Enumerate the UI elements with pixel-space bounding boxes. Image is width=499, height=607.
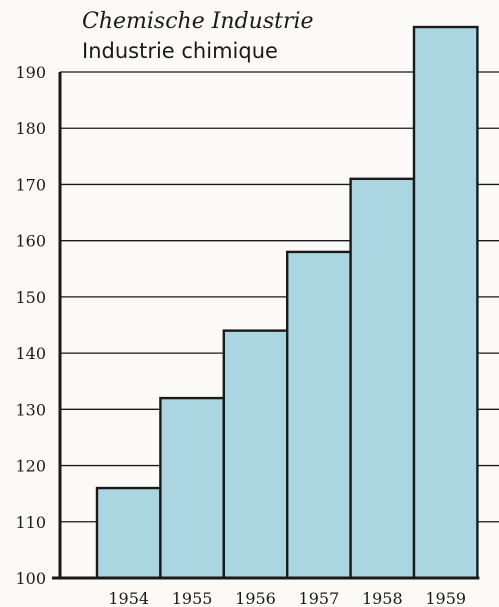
x-tick-label: 1955 [172, 589, 213, 607]
bar-1958 [349, 177, 416, 580]
x-tick-label: 1957 [299, 589, 340, 607]
y-tick-label: 170 [15, 175, 46, 194]
y-tick-labels: 100 110 120 130 140 150 160 170 180 190 [15, 63, 46, 588]
x-tick-labels: 1954 1955 1956 1957 1958 1959 [108, 589, 466, 607]
grid-lines [60, 71, 499, 523]
chart-subtitle: Industrie chimique [82, 39, 278, 63]
y-tick-label: 110 [15, 513, 46, 532]
chart-title: Chemische Industrie [82, 9, 314, 34]
y-tick-label: 180 [15, 119, 46, 138]
bar-1955 [159, 396, 225, 580]
bars [95, 25, 479, 580]
bar-1959 [412, 25, 479, 580]
y-tick-label: 160 [15, 232, 46, 251]
bar-1957 [286, 250, 352, 580]
x-tick-label: 1959 [425, 589, 466, 607]
y-tick-label: 100 [15, 569, 46, 588]
y-tick-label: 120 [15, 457, 46, 476]
y-tick-label: 190 [15, 63, 46, 82]
x-tick-label: 1954 [108, 589, 149, 607]
bar-1956 [222, 329, 289, 580]
y-tick-label: 140 [15, 344, 46, 363]
x-tick-label: 1958 [362, 589, 403, 607]
y-tick-label: 150 [15, 288, 46, 307]
x-tick-label: 1956 [235, 589, 276, 607]
bar-1954 [95, 486, 162, 580]
y-tick-label: 130 [15, 400, 46, 419]
